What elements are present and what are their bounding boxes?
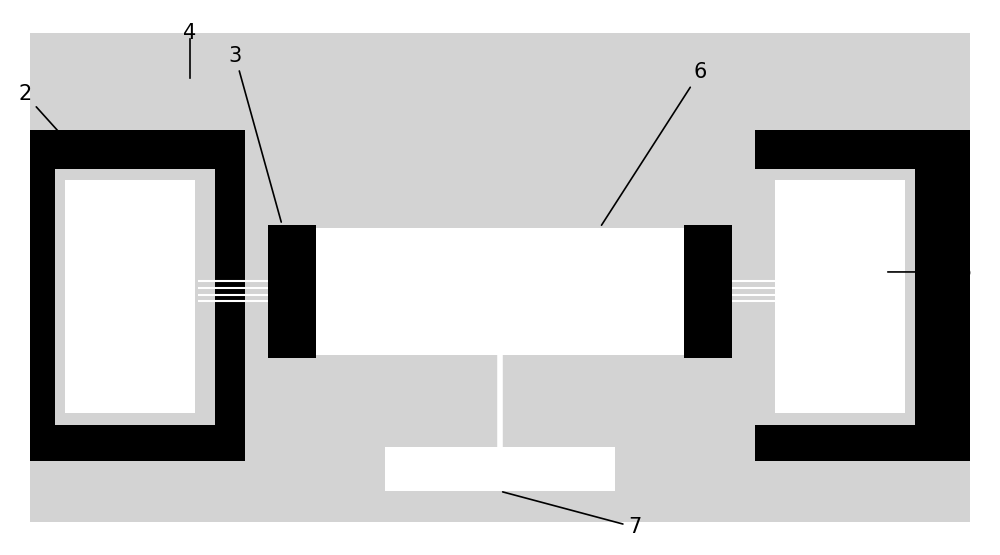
Bar — [684, 225, 732, 358]
Text: 6: 6 — [602, 62, 707, 225]
Bar — [268, 225, 316, 358]
Bar — [30, 33, 970, 522]
Text: 2: 2 — [18, 84, 88, 164]
Text: 5: 5 — [888, 262, 972, 282]
Bar — [316, 228, 684, 355]
Bar — [55, 169, 215, 425]
Bar — [755, 169, 915, 425]
Bar — [30, 130, 245, 461]
Text: 7: 7 — [503, 492, 642, 537]
Bar — [65, 180, 195, 413]
Text: 4: 4 — [183, 23, 197, 43]
Bar — [385, 447, 615, 491]
Bar — [755, 130, 970, 461]
Text: 3: 3 — [228, 46, 281, 222]
Bar — [775, 180, 905, 413]
